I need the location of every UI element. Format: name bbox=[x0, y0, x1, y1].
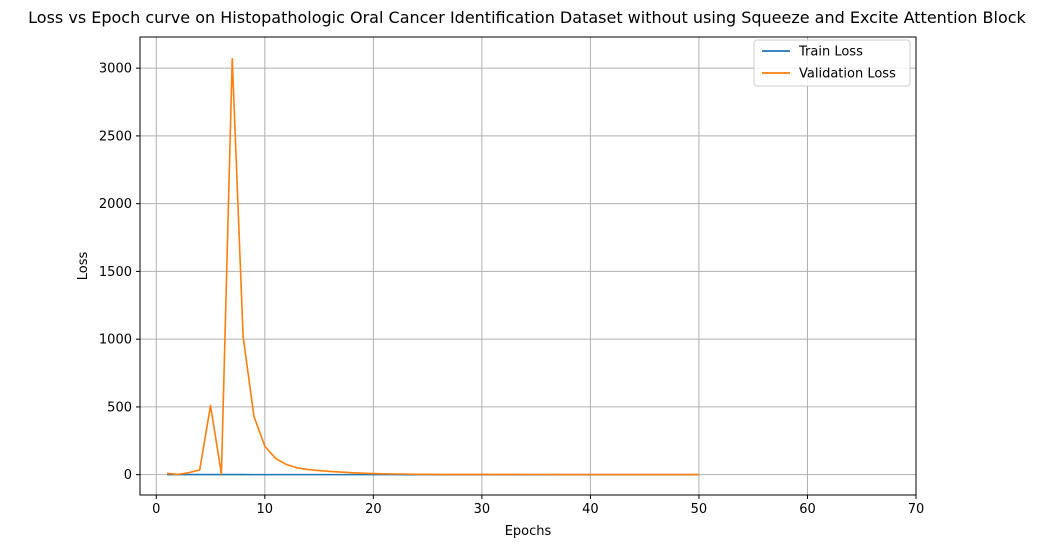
axis-ticks: 0 10 20 30 40 50 60 70 0 500 1000 1500 2000 2500 3000 bbox=[99, 62, 924, 517]
y-tick-label: 2500 bbox=[99, 129, 132, 144]
x-tick-label: 30 bbox=[474, 502, 491, 517]
legend-entry-label: Train Loss bbox=[798, 45, 863, 60]
legend-box bbox=[753, 39, 911, 87]
grid-layer bbox=[140, 37, 917, 495]
y-tick-label: 0 bbox=[124, 468, 132, 483]
x-tick-label: 0 bbox=[152, 502, 160, 517]
y-tick-label: 500 bbox=[107, 400, 132, 415]
legend-entry-label: Validation Loss bbox=[799, 67, 896, 82]
legend: Train Loss Validation Loss bbox=[753, 39, 911, 87]
y-tick-label: 1500 bbox=[99, 265, 132, 280]
x-tick-label: 40 bbox=[582, 502, 599, 517]
x-tick-label: 50 bbox=[691, 502, 708, 517]
x-tick-label: 10 bbox=[257, 502, 274, 517]
y-tick-label: 3000 bbox=[99, 62, 132, 77]
x-tick-label: 20 bbox=[365, 502, 382, 517]
x-tick-label: 60 bbox=[799, 502, 816, 517]
y-axis-label: Loss bbox=[76, 252, 91, 281]
y-tick-label: 2000 bbox=[99, 197, 132, 212]
plot-frame bbox=[139, 36, 917, 496]
x-axis-label: Epochs bbox=[505, 524, 552, 539]
series-lines bbox=[167, 57, 699, 476]
x-tick-label: 70 bbox=[908, 502, 925, 517]
series-line-validation-loss bbox=[167, 57, 699, 476]
y-tick-label: 1000 bbox=[99, 333, 132, 348]
chart-title: Loss vs Epoch curve on Histopathologic O… bbox=[28, 8, 1026, 27]
